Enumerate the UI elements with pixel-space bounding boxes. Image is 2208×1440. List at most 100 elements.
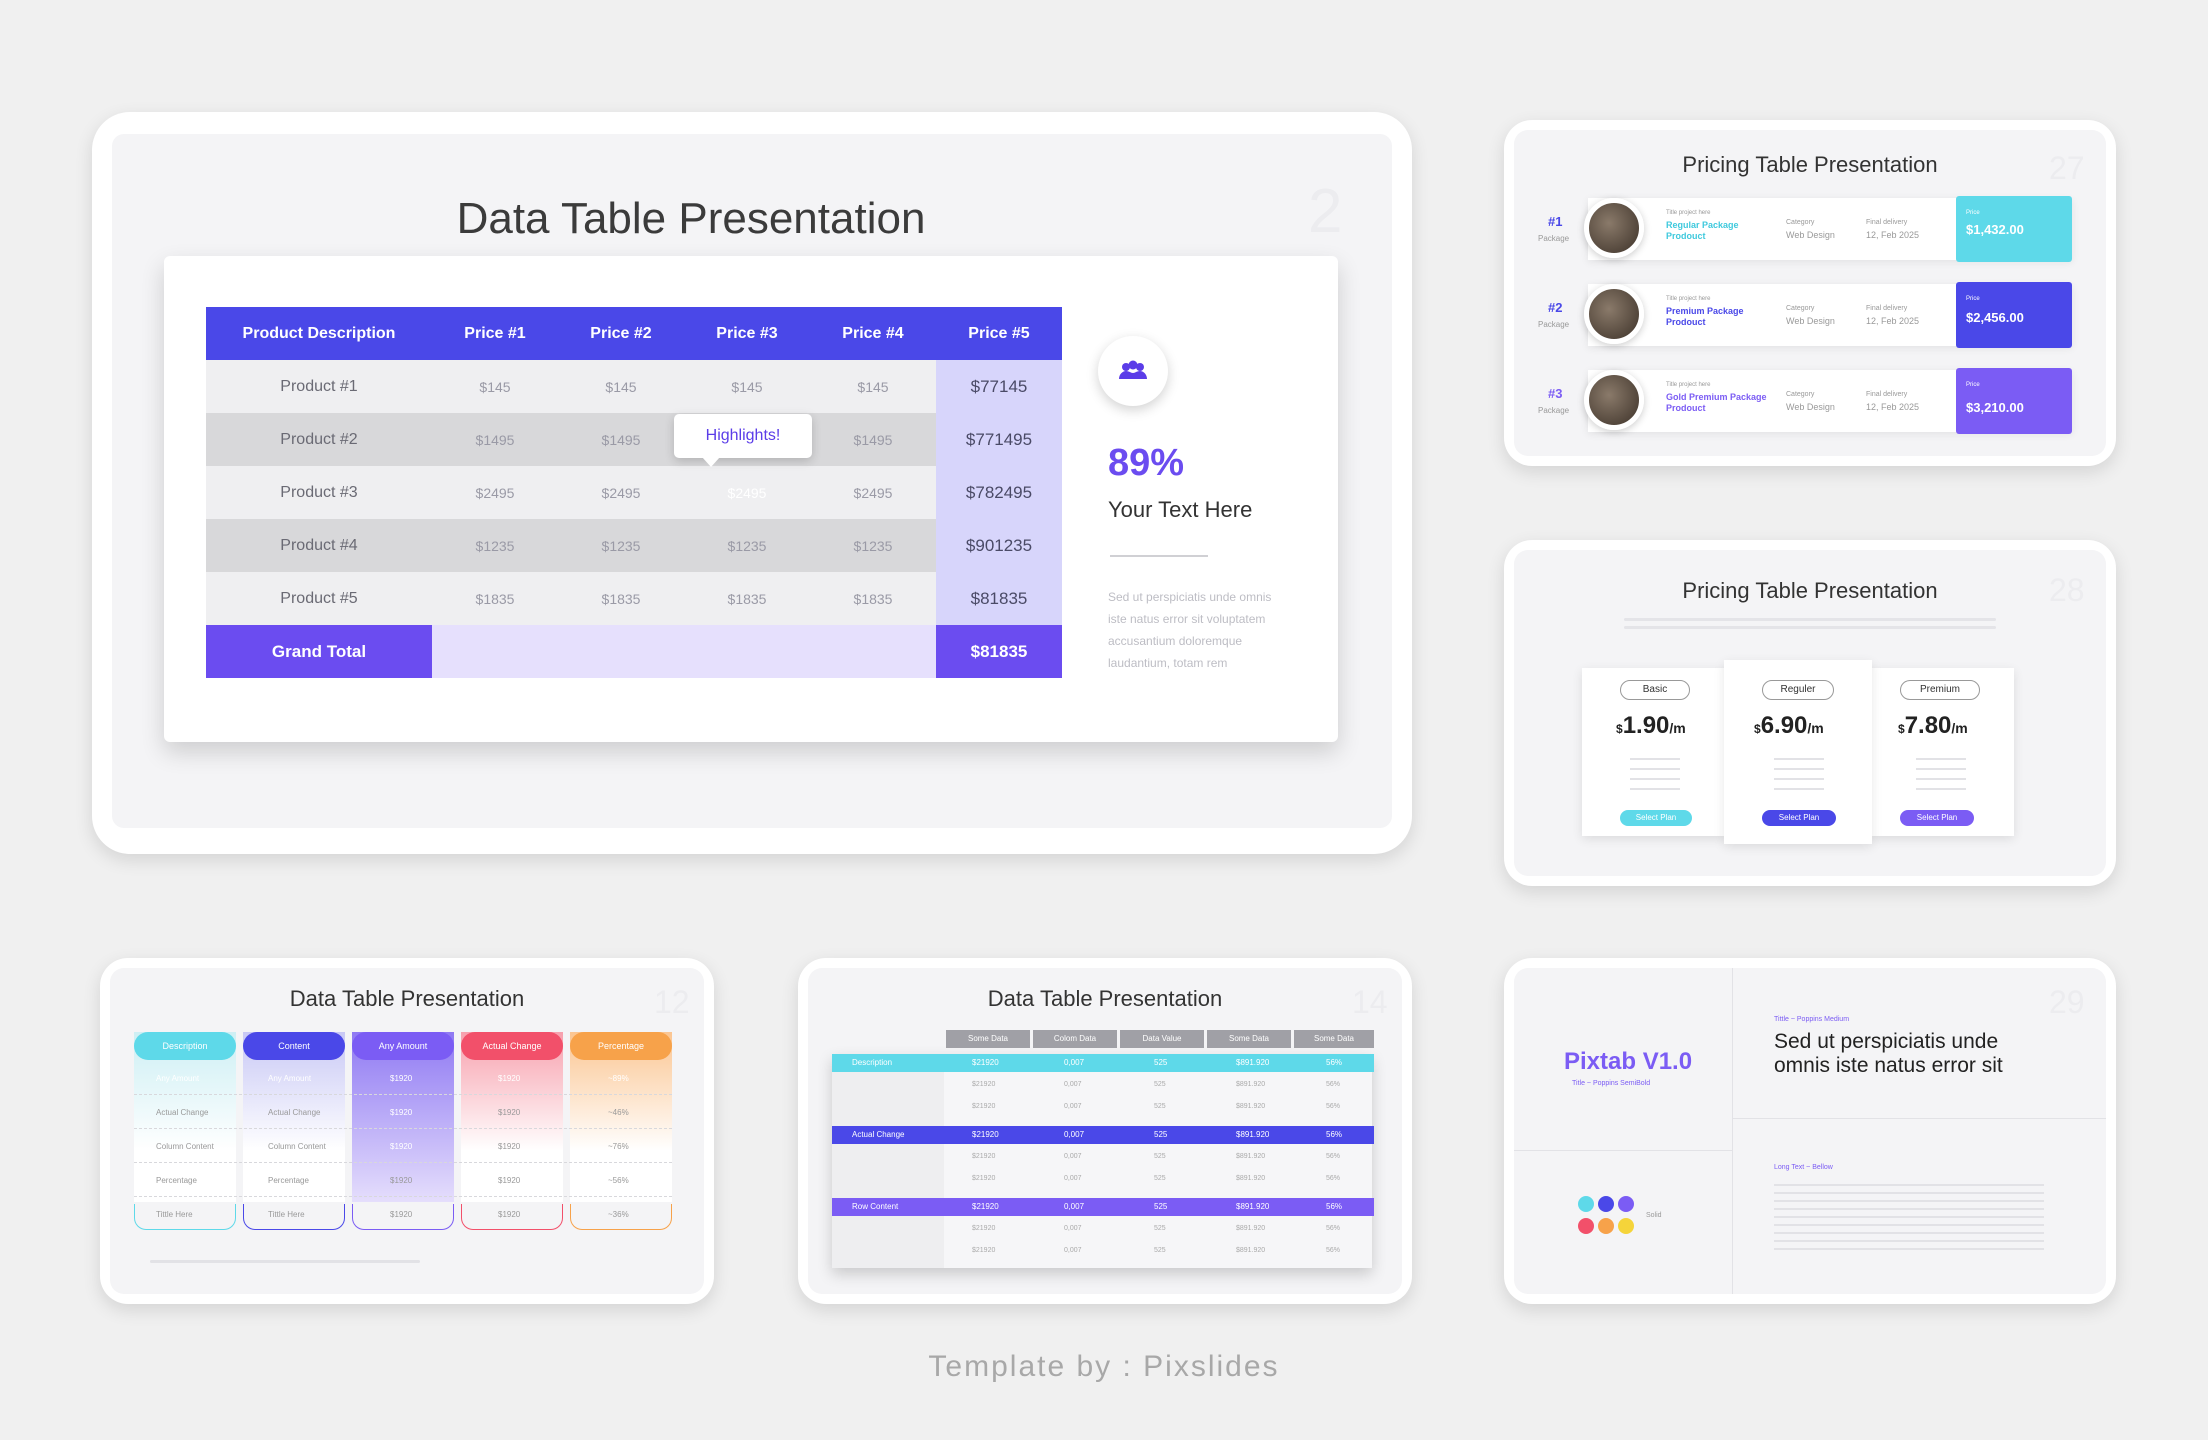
slide-title: Data Table Presentation bbox=[289, 986, 525, 1011]
plan-price: $7.80/m bbox=[1898, 712, 1968, 740]
cell: ~36% bbox=[608, 1210, 629, 1219]
table-row: Product #2 $1495 $1495 $1495 $771495 bbox=[206, 413, 1062, 466]
cell: Actual Change bbox=[268, 1108, 321, 1117]
row-name: Product #3 bbox=[206, 466, 432, 519]
cell: 56% bbox=[1326, 1058, 1343, 1067]
date: 12, Feb 2025 bbox=[1866, 316, 1920, 326]
select-plan-button[interactable]: Select Plan bbox=[1900, 810, 1974, 826]
feature-placeholder bbox=[1630, 758, 1680, 760]
cell: ~76% bbox=[608, 1142, 629, 1151]
stat-percent: 89% bbox=[1108, 442, 1185, 484]
cell: 56% bbox=[1326, 1247, 1341, 1254]
cell: Column Content bbox=[268, 1142, 326, 1151]
price-label: Price bbox=[1966, 210, 1980, 216]
slide-29: 29 bbox=[1514, 968, 2106, 1294]
cell: 0,007 bbox=[1064, 1103, 1082, 1110]
page-title: Data Table Presentation bbox=[456, 194, 926, 243]
bottom-pill bbox=[134, 1204, 236, 1230]
column-bg bbox=[352, 1032, 454, 1202]
long-text-placeholder bbox=[1774, 1184, 2044, 1186]
cell: 0,007 bbox=[1064, 1153, 1082, 1160]
small-label: Title project here bbox=[1666, 210, 1711, 216]
price-box: Price $1,432.00 bbox=[1956, 196, 2072, 262]
slide-thumb-12[interactable]: Data Table Presentation 12 Description C… bbox=[100, 958, 714, 1304]
rank: #3 bbox=[1548, 386, 1563, 401]
slide-thumb-14[interactable]: Data Table Presentation 14 Some Data Col… bbox=[798, 958, 1412, 1304]
data-table: Product Description Price #1 Price #2 Pr… bbox=[206, 307, 1062, 678]
cell-total: $782495 bbox=[936, 466, 1062, 519]
highlight-tooltip: Highlights! bbox=[674, 414, 812, 467]
cell: $145 bbox=[432, 360, 558, 413]
amount: 7.80 bbox=[1904, 712, 1952, 739]
row-divider bbox=[134, 1128, 672, 1129]
vertical-divider bbox=[1732, 968, 1733, 1294]
sub-row: $21920 0,007 525 $891.920 56% bbox=[832, 1220, 1374, 1238]
table-row: Product #5 $1835 $1835 $1835 $1835 $8183… bbox=[206, 572, 1062, 625]
cell: 0,007 bbox=[1064, 1058, 1085, 1067]
slide-thumb-29[interactable]: 29 Pixtab V1.0 Title ~ Poppins SemiBold … bbox=[1504, 958, 2116, 1304]
column-header: Description bbox=[134, 1032, 236, 1060]
cell: 525 bbox=[1154, 1058, 1168, 1067]
slide-number: 14 bbox=[1352, 984, 1388, 1020]
main-slide-card[interactable]: Data Table Presentation 2 Product Descri… bbox=[92, 112, 1412, 854]
feature-placeholder bbox=[1774, 758, 1824, 760]
select-plan-button[interactable]: Select Plan bbox=[1620, 810, 1692, 826]
column-header: Price #5 bbox=[936, 307, 1062, 360]
column-header: Some Data bbox=[1294, 1030, 1374, 1048]
solid-label: Solid bbox=[1646, 1212, 1662, 1219]
slide-number: 27 bbox=[2049, 150, 2085, 186]
column-header: Actual Change bbox=[461, 1032, 563, 1060]
grand-total-row: Grand Total $81835 bbox=[206, 625, 1062, 678]
cell: $1920 bbox=[498, 1074, 521, 1083]
cell: $21920 bbox=[972, 1247, 996, 1254]
slide-thumb-28[interactable]: Pricing Table Presentation 28 Basic $1.9… bbox=[1504, 540, 2116, 886]
bottom-pill bbox=[352, 1204, 454, 1230]
sub-row: $21920 0,007 525 $891.920 56% bbox=[832, 1170, 1374, 1188]
currency: $ bbox=[1616, 722, 1623, 736]
cell: ~46% bbox=[608, 1108, 629, 1117]
cell: Column Content bbox=[156, 1142, 214, 1151]
small-label: Title project here bbox=[1666, 382, 1711, 388]
cell: 525 bbox=[1154, 1225, 1166, 1232]
cell: $891.920 bbox=[1236, 1081, 1266, 1088]
tooltip-text: Highlights! bbox=[705, 427, 781, 444]
column-header: Percentage bbox=[570, 1032, 672, 1060]
cell: $21920 bbox=[972, 1202, 999, 1211]
currency: $ bbox=[1898, 722, 1905, 736]
grand-total-spacer bbox=[432, 625, 936, 678]
cell: $21920 bbox=[972, 1081, 996, 1088]
bottom-pill bbox=[243, 1204, 345, 1230]
slide-number: 28 bbox=[2049, 572, 2085, 608]
slide-thumb-27[interactable]: Pricing Table Presentation 27 #1 Package… bbox=[1504, 120, 2116, 466]
sub-row: $21920 0,007 525 $891.920 56% bbox=[832, 1242, 1374, 1260]
plan-price: $6.90/m bbox=[1754, 712, 1824, 740]
cell: $1920 bbox=[390, 1210, 413, 1219]
cell: 525 bbox=[1154, 1247, 1166, 1254]
unit: /m bbox=[1669, 720, 1686, 736]
table-row: Product #1 $145 $145 $145 $145 $77145 bbox=[206, 360, 1062, 413]
slide-title: Data Table Presentation bbox=[987, 986, 1223, 1011]
bottom-pill bbox=[461, 1204, 563, 1230]
cell: Percentage bbox=[156, 1176, 197, 1185]
rank: #2 bbox=[1548, 300, 1563, 315]
cell: 56% bbox=[1326, 1225, 1341, 1232]
cell: $1235 bbox=[684, 519, 810, 572]
cell: $21920 bbox=[972, 1058, 999, 1067]
column-header: Price #1 bbox=[432, 307, 558, 360]
color-swatch bbox=[1598, 1218, 1614, 1234]
package-name: Gold Premium Package Prodouct bbox=[1666, 392, 1767, 413]
cell: $1920 bbox=[390, 1074, 413, 1083]
label-column bbox=[832, 1054, 944, 1268]
divider bbox=[1110, 555, 1208, 557]
table-row: Product #4 $1235 $1235 $1235 $1235 $9012… bbox=[206, 519, 1062, 572]
cell: $891.920 bbox=[1236, 1058, 1270, 1067]
price-value: $1,432.00 bbox=[1966, 222, 2024, 237]
brand-sub: Title ~ Poppins SemiBold bbox=[1572, 1080, 1651, 1087]
cell: $1835 bbox=[558, 572, 684, 625]
grand-total-value: $81835 bbox=[936, 625, 1062, 678]
subtitle-placeholder bbox=[1624, 626, 1996, 629]
highlighted-cell: $2495 bbox=[684, 466, 810, 519]
rank-sub: Package bbox=[1538, 406, 1570, 415]
feature-placeholder bbox=[1916, 758, 1966, 760]
select-plan-button[interactable]: Select Plan bbox=[1762, 810, 1836, 826]
